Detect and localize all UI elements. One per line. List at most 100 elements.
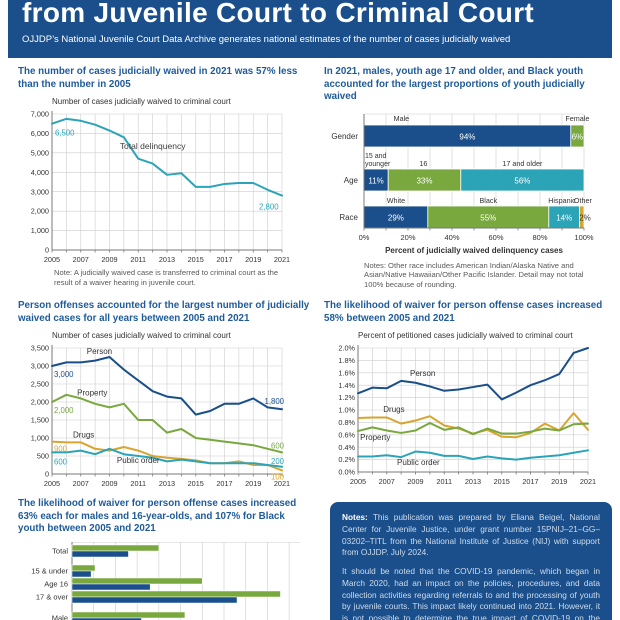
line-chart-svg: 0 500 1,000 1,500 2,000 2,500 3,000 3,500 2005 20… [31, 344, 290, 488]
svg-text:2015: 2015 [494, 477, 510, 486]
svg-text:2021: 2021 [274, 255, 290, 264]
svg-text:Female: Female [565, 114, 589, 123]
svg-text:Total: Total [52, 546, 68, 555]
svg-text:1,000: 1,000 [31, 434, 49, 443]
svg-text:0: 0 [45, 470, 49, 479]
svg-text:Person: Person [87, 347, 112, 356]
svg-text:3,000: 3,000 [31, 362, 49, 371]
svg-text:2%: 2% [579, 213, 591, 222]
svg-text:2011: 2011 [130, 255, 146, 264]
svg-text:6%: 6% [572, 132, 584, 141]
svg-text:2,500: 2,500 [31, 380, 49, 389]
chart3-axis-title: Number of cases judicially waived to cri… [52, 331, 231, 341]
svg-text:40%: 40% [444, 233, 459, 242]
svg-text:2007: 2007 [73, 255, 89, 264]
svg-text:33%: 33% [416, 176, 432, 185]
svg-text:100: 100 [271, 472, 285, 481]
svg-text:1,000: 1,000 [31, 226, 49, 235]
svg-text:5,000: 5,000 [31, 149, 49, 158]
svg-text:3,500: 3,500 [31, 344, 49, 353]
total-delinquency-line-chart: 0 1,000 2,000 3,000 4,000 5,000 6,000 7,000 2005… [14, 107, 312, 265]
svg-text:Male: Male [394, 114, 410, 123]
header-banner: from Juvenile Court to Criminal Court OJ… [8, 0, 612, 58]
svg-text:1.2%: 1.2% [338, 393, 355, 402]
svg-text:Hispanic: Hispanic [548, 196, 576, 205]
svg-text:Public order: Public order [397, 458, 440, 467]
svg-text:2009: 2009 [407, 477, 423, 486]
section-total-waived: The number of cases judicially waived in… [14, 66, 312, 288]
svg-text:29%: 29% [388, 213, 404, 222]
svg-text:15 & under: 15 & under [31, 566, 68, 575]
svg-text:94%: 94% [459, 132, 475, 141]
svg-text:14%: 14% [556, 213, 572, 222]
section1-note: Note: A judicially waived case is transf… [54, 268, 279, 287]
svg-text:2007: 2007 [379, 477, 395, 486]
svg-text:2,000: 2,000 [54, 406, 74, 415]
page-title: from Juvenile Court to Criminal Court [22, 0, 535, 28]
section-offense-counts: Person offenses accounted for the larges… [14, 300, 312, 489]
section-demographics: In 2021, males, youth age 17 and older, … [320, 66, 618, 290]
svg-text:1,500: 1,500 [31, 416, 49, 425]
svg-text:56%: 56% [514, 176, 530, 185]
svg-text:500: 500 [37, 452, 49, 461]
svg-text:1.8%: 1.8% [338, 356, 355, 365]
svg-text:2,000: 2,000 [31, 207, 49, 216]
svg-text:17 & over: 17 & over [36, 592, 69, 601]
svg-text:2021: 2021 [274, 479, 290, 488]
svg-text:2005: 2005 [44, 255, 60, 264]
section3-heading: Person offenses accounted for the larges… [18, 300, 310, 324]
svg-text:17 and older: 17 and older [502, 159, 543, 168]
svg-text:0.8%: 0.8% [338, 418, 355, 427]
notes-box: Notes: This publication was prepared by … [330, 502, 612, 620]
svg-text:1,800: 1,800 [264, 397, 284, 406]
svg-text:20%: 20% [400, 233, 415, 242]
svg-text:1.0%: 1.0% [338, 406, 355, 415]
section4-heading: The likelihood of waiver for person offe… [324, 300, 603, 324]
svg-text:0.4%: 0.4% [338, 443, 355, 452]
svg-text:2011: 2011 [436, 477, 452, 486]
svg-text:6,500: 6,500 [55, 129, 75, 138]
svg-text:Age 16: Age 16 [44, 579, 68, 588]
svg-text:Gender: Gender [331, 132, 358, 141]
svg-text:3,000: 3,000 [31, 187, 49, 196]
svg-text:1.4%: 1.4% [338, 381, 355, 390]
svg-text:2007: 2007 [73, 479, 89, 488]
svg-text:Public order: Public order [117, 456, 160, 465]
svg-text:6,000: 6,000 [31, 129, 49, 138]
notes-paragraph-2: It should be noted that the COVID-19 pan… [342, 566, 600, 620]
svg-text:80%: 80% [532, 233, 547, 242]
svg-text:0.6%: 0.6% [338, 430, 355, 439]
svg-text:Property: Property [77, 389, 107, 398]
svg-text:55%: 55% [480, 213, 496, 222]
svg-text:2013: 2013 [159, 479, 175, 488]
svg-text:0.0%: 0.0% [338, 468, 355, 477]
svg-text:7,000: 7,000 [31, 110, 49, 119]
section2-note: Notes: Other race includes American Indi… [364, 260, 584, 290]
svg-text:2005: 2005 [44, 479, 60, 488]
section-waiver-likelihood: The likelihood of waiver for person offe… [320, 300, 618, 487]
chart4-axis-title: Percent of petitioned cases judicially w… [358, 331, 573, 341]
svg-text:2013: 2013 [465, 477, 481, 486]
svg-text:2015: 2015 [188, 255, 204, 264]
stacked-bar-svg: Gender 94% Male 6% Female Age 11% 15 andyounger… [331, 113, 594, 255]
svg-text:15 and: 15 and [365, 153, 387, 160]
svg-text:Male: Male [52, 613, 68, 620]
svg-text:Black: Black [480, 196, 498, 205]
svg-text:2019: 2019 [551, 477, 567, 486]
svg-text:Property: Property [360, 433, 390, 442]
svg-text:2015: 2015 [188, 479, 204, 488]
svg-text:Other: Other [574, 196, 593, 205]
offense-counts-line-chart: 0 500 1,000 1,500 2,000 2,500 3,000 3,500 2005 20… [14, 341, 312, 489]
svg-text:4,000: 4,000 [31, 168, 49, 177]
svg-text:2005: 2005 [350, 477, 366, 486]
svg-text:0: 0 [45, 246, 49, 255]
svg-text:2019: 2019 [245, 479, 261, 488]
svg-text:Race: Race [339, 213, 358, 222]
svg-text:1.6%: 1.6% [338, 368, 355, 377]
svg-text:Drugs: Drugs [383, 405, 404, 414]
svg-text:Percent of judicially waived d: Percent of judicially waived delinquency… [385, 246, 563, 255]
svg-text:0.2%: 0.2% [338, 455, 355, 464]
